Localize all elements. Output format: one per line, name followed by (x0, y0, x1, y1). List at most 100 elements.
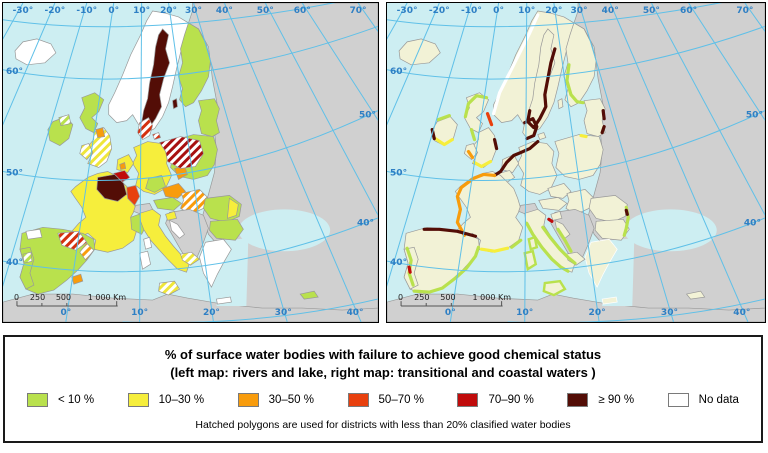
coast-wales-orange (466, 149, 475, 160)
svg-text:60°: 60° (680, 6, 697, 16)
coast-med-france-yellow (479, 246, 510, 253)
land-regions-right (387, 3, 765, 322)
legend-label-70-90: 70–90 % (488, 394, 534, 407)
region-slovenia (165, 210, 177, 221)
svg-text:20°: 20° (589, 308, 606, 318)
region-se-spain (71, 273, 84, 285)
coast-north-sea-maroon (492, 139, 540, 178)
svg-text:50°: 50° (359, 111, 376, 121)
svg-text:10°: 10° (516, 308, 533, 318)
legend-item-50-70: 50–70 % (347, 393, 424, 408)
svg-text:-30°: -30° (13, 6, 34, 16)
legend-swatch-30-50 (237, 393, 259, 408)
svg-text:250: 250 (30, 293, 45, 302)
region-corsica (143, 236, 153, 250)
svg-text:500: 500 (56, 293, 71, 302)
svg-text:50°: 50° (643, 6, 660, 16)
region-slovakia-hungary-hatched (180, 189, 208, 215)
legend-swatch-lt10 (27, 393, 48, 408)
maps-row: -30° -20° -10° 0° 10° 20° 30° 40° 50° 60… (2, 2, 766, 323)
legend-label-nodata: No data (698, 394, 739, 407)
svg-text:70°: 70° (736, 6, 753, 16)
svg-text:1 000 Km: 1 000 Km (88, 293, 127, 302)
svg-text:50°: 50° (257, 6, 274, 16)
coast-s-ireland-yellow (433, 136, 454, 147)
legend-swatch-70-90 (457, 393, 479, 408)
region-s-italy-hatched (180, 251, 201, 266)
coast-n-spain-maroon (422, 227, 478, 238)
legend-item-nodata: No data (667, 393, 739, 408)
region-e-romania (227, 197, 239, 219)
region-wales (79, 143, 94, 161)
svg-text:40°: 40° (347, 308, 364, 318)
svg-text:30°: 30° (661, 308, 678, 318)
legend-label-lt10: < 10 % (58, 394, 95, 407)
graticule-left (3, 3, 378, 322)
legend-swatch-ge90 (567, 393, 589, 408)
svg-text:20°: 20° (203, 308, 220, 318)
region-gotland (172, 98, 178, 110)
svg-text:-20°: -20° (429, 6, 450, 16)
coast-scotland-green (463, 94, 489, 119)
svg-text:0°: 0° (60, 308, 71, 318)
svg-text:1 000 Km: 1 000 Km (472, 293, 511, 302)
region-e-france (126, 185, 141, 206)
legend-item-lt10: < 10 % (27, 393, 95, 408)
svg-text:-30°: -30° (397, 6, 418, 16)
land-regions-left (3, 3, 378, 322)
legend-label-10-30: 10–30 % (158, 394, 205, 407)
svg-text:60°: 60° (390, 67, 407, 77)
svg-text:0°: 0° (108, 6, 119, 16)
region-n-ireland (58, 114, 72, 127)
coast-croatia-green (556, 227, 573, 253)
svg-text:60°: 60° (6, 67, 23, 77)
svg-text:30°: 30° (275, 308, 292, 318)
region-baltics (198, 98, 220, 137)
coast-estonia-maroon (601, 109, 606, 121)
rivers-lakes-map-svg: -30° -20° -10° 0° 10° 20° 30° 40° 50° 60… (3, 3, 378, 322)
svg-text:10°: 10° (131, 308, 148, 318)
scalebar-right: 0 250 500 1 000 Km (398, 293, 511, 307)
coast-ne-england-red (485, 112, 494, 127)
legend-title: % of surface water bodies with failure t… (164, 347, 602, 362)
region-portugal-hatched (22, 251, 33, 264)
region-ne-spain-hatched (57, 230, 88, 251)
coast-s-england-yellow (472, 159, 493, 169)
coast-norway-nodata (491, 13, 540, 116)
coast-black-sea-maroon (624, 208, 629, 216)
region-nl-district (119, 162, 127, 170)
map-left-rivers-lakes: -30° -20° -10° 0° 10° 20° 30° 40° 50° 60… (2, 2, 379, 323)
region-west-balkans (165, 208, 209, 265)
region-s-germany (145, 175, 166, 193)
svg-text:50°: 50° (746, 111, 763, 121)
svg-text:10°: 10° (133, 6, 150, 16)
svg-text:0: 0 (398, 293, 403, 302)
region-austria (153, 197, 183, 211)
legend-label-ge90: ≥ 90 % (598, 394, 635, 407)
svg-text:40°: 40° (390, 258, 407, 268)
region-seine-basin (96, 174, 128, 202)
coast-e-italy-green (541, 225, 577, 265)
svg-text:70°: 70° (350, 6, 367, 16)
graticule-labels-left: -30° -20° -10° 0° 10° 20° 30° 40° 50° 60… (6, 6, 376, 318)
region-crete (216, 296, 232, 305)
svg-text:40°: 40° (733, 308, 750, 318)
legend-swatch-nodata (667, 393, 689, 408)
coast-slovenia-red (547, 217, 554, 223)
legend-note: Hatched polygons are used for districts … (195, 419, 571, 432)
legend-item-70-90: 70–90 % (457, 393, 534, 408)
coast-sweden-maroon (526, 47, 557, 130)
graticule-right (387, 3, 765, 322)
region-cyprus (299, 290, 319, 300)
coast-nw-england-green (469, 128, 477, 142)
svg-text:-10°: -10° (461, 6, 482, 16)
coastal-water-status-strokes (405, 13, 630, 294)
svg-text:0°: 0° (493, 6, 504, 16)
coast-w-italy-green (525, 221, 570, 273)
legend-items: < 10 % 10–30 % 30–50 % 50–70 % 70–90 % ≥… (5, 393, 761, 408)
coast-w-france-orange (455, 172, 497, 237)
map-right-transitional-coastal: -30° -20° -10° 0° 10° 20° 30° 40° 50° 60… (386, 2, 766, 323)
coast-lisbon-red (407, 265, 412, 274)
region-e-spain-hatched (79, 242, 95, 261)
svg-text:250: 250 (414, 293, 429, 302)
